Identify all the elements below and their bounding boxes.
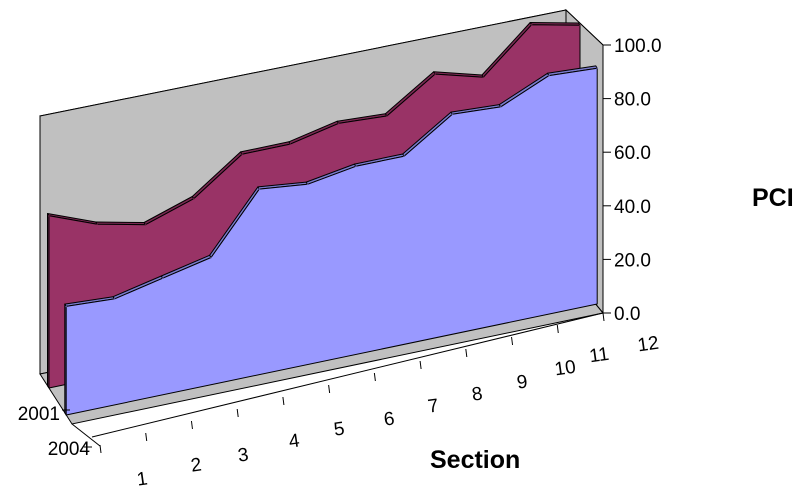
point-2004-8 (403, 155, 405, 157)
category-tick-12 (602, 312, 605, 322)
point-2001-7 (337, 122, 340, 125)
series-layer (47, 22, 598, 416)
point-2001-4 (193, 197, 195, 200)
category-tick-label-12: 12 (636, 333, 660, 357)
category-tick-label-11: 11 (588, 344, 610, 368)
point-2004-5 (258, 188, 261, 190)
category-tick-3 (190, 420, 193, 430)
value-tick-label-0.0: 0.0 (614, 304, 640, 325)
category-tick-5 (282, 396, 285, 406)
point-2001-12 (579, 24, 581, 27)
category-tick-9 (465, 348, 468, 358)
category-tick-label-2: 2 (190, 454, 203, 476)
category-tick-1 (99, 444, 102, 454)
category-tick-10 (511, 336, 514, 346)
category-tick-label-3: 3 (237, 444, 250, 466)
point-2001-9 (434, 73, 436, 75)
category-tick-label-4: 4 (288, 430, 302, 452)
value-tick-label-100.0: 100.0 (614, 36, 662, 57)
category-tick-8 (419, 360, 422, 370)
point-2001-5 (241, 153, 243, 155)
category-tick-label-10: 10 (553, 357, 577, 381)
value-tick-label-80.0: 80.0 (614, 90, 651, 111)
point-2001-6 (289, 143, 292, 145)
point-2004-12 (596, 67, 598, 69)
point-2004-3 (162, 277, 164, 280)
point-2001-10 (482, 76, 485, 78)
x-axis-title: Section (430, 446, 520, 474)
category-tick-label-8: 8 (471, 383, 484, 405)
value-tick-label-60.0: 60.0 (614, 143, 651, 164)
series-label-2004: 2004 (48, 439, 91, 460)
category-tick-label-6: 6 (383, 408, 396, 430)
point-2001-8 (386, 115, 388, 117)
point-2004-9 (451, 113, 454, 116)
y-axis-title: PCI (752, 184, 794, 212)
category-tick-7 (373, 372, 376, 382)
value-tick-label-20.0: 20.0 (614, 250, 651, 271)
category-tick-label-5: 5 (333, 418, 346, 440)
point-2004-6 (306, 183, 309, 186)
category-tick-label-9: 9 (516, 371, 529, 393)
category-axis-line (91, 312, 604, 438)
series-label-2001: 2001 (18, 404, 60, 425)
point-2004-10 (499, 106, 502, 108)
category-tick-label-7: 7 (427, 395, 440, 417)
point-2004-2 (113, 298, 116, 300)
series-2004 (64, 65, 598, 416)
category-tick-6 (328, 384, 331, 394)
category-tick-2 (145, 432, 148, 442)
category-tick-4 (236, 408, 239, 418)
series-axis-line (71, 423, 101, 447)
point-2001-11 (530, 23, 533, 26)
category-tick-11 (556, 324, 559, 334)
point-2001-3 (144, 223, 147, 226)
point-2001-2 (96, 223, 98, 225)
point-2004-4 (210, 256, 212, 259)
category-tick-label-1: 1 (136, 468, 149, 490)
point-2004-1 (65, 305, 67, 308)
point-2004-11 (548, 74, 550, 77)
point-2001-1 (48, 215, 50, 217)
point-2004-7 (355, 165, 357, 168)
value-tick-label-40.0: 40.0 (614, 197, 651, 218)
